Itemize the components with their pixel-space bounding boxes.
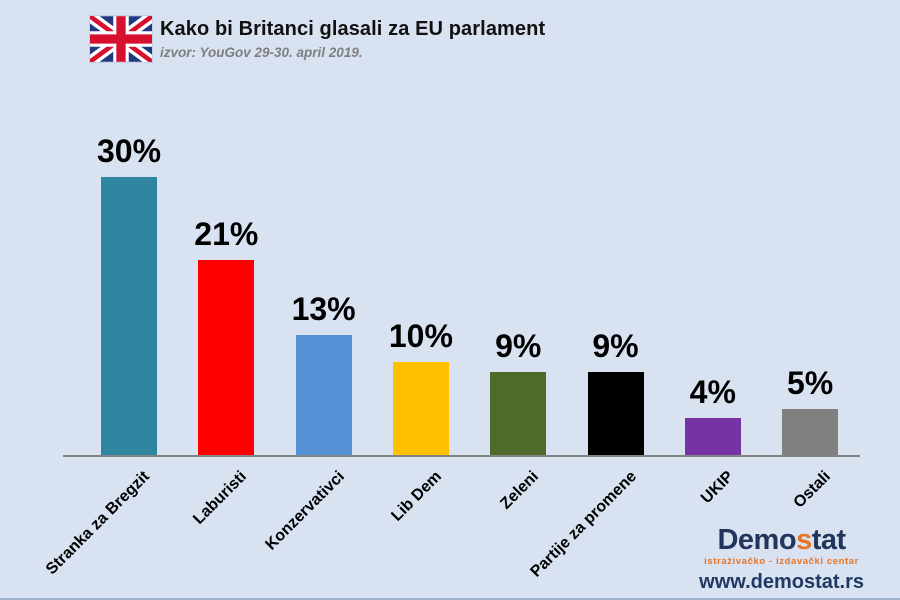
chart-titles: Kako bi Britanci glasali za EU parlament… bbox=[160, 16, 545, 60]
demostat-website: www.demostat.rs bbox=[699, 571, 864, 593]
x-axis-line bbox=[63, 455, 860, 457]
chart-source: izvor: YouGov 29-30. april 2019. bbox=[160, 45, 363, 60]
bar-value-label: 4% bbox=[689, 374, 736, 410]
bar bbox=[782, 409, 839, 455]
demostat-footer: Demostat istraživačko - izdavački centar… bbox=[699, 526, 864, 594]
demostat-tagline: istraživačko - izdavački centar bbox=[704, 556, 859, 567]
bar bbox=[101, 177, 157, 455]
bar-value-label: 10% bbox=[388, 318, 453, 354]
bar-value-label: 9% bbox=[592, 328, 639, 364]
bar-value-label: 13% bbox=[291, 291, 356, 327]
chart-title: Kako bi Britanci glasali za EU parlament bbox=[160, 18, 546, 40]
bar bbox=[490, 372, 547, 455]
uk-flag-icon bbox=[90, 16, 152, 62]
bar-value-label: 21% bbox=[194, 216, 259, 252]
bar bbox=[684, 418, 741, 455]
bar-value-label: 30% bbox=[96, 133, 162, 169]
demostat-logo: Demostat bbox=[699, 526, 864, 555]
bar-value-label: 9% bbox=[495, 328, 542, 364]
chart-header: Kako bi Britanci glasali za EU parlament… bbox=[90, 16, 545, 62]
bar bbox=[198, 260, 255, 455]
bar bbox=[295, 335, 352, 455]
bar bbox=[587, 372, 644, 455]
logo-part1: Demo bbox=[717, 524, 797, 556]
bar-value-label: 5% bbox=[786, 365, 834, 401]
logo-accent: s bbox=[796, 524, 812, 556]
bar bbox=[392, 362, 449, 455]
logo-part2: tat bbox=[811, 524, 846, 556]
